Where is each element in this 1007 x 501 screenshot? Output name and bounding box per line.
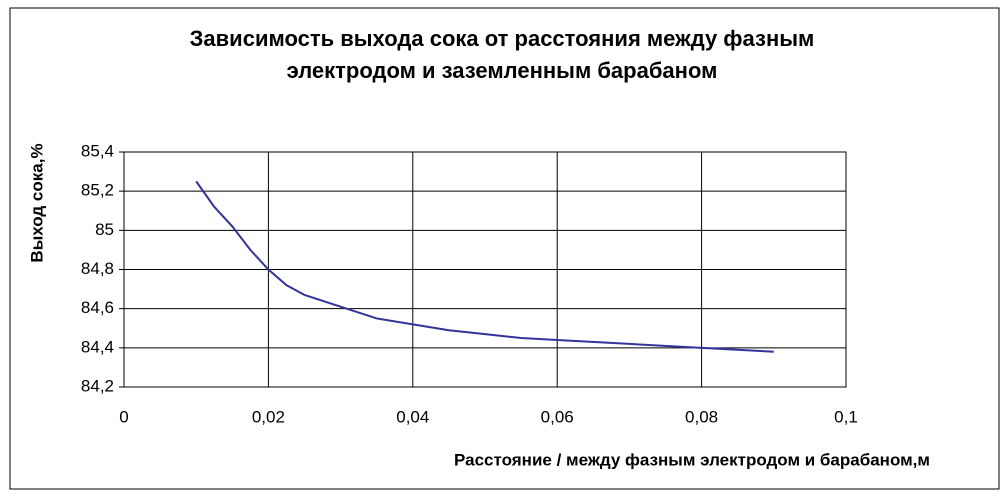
y-axis-label: Выход сока,% (27, 143, 46, 262)
y-tick-label: 85 (95, 220, 114, 239)
plot-area (123, 151, 847, 388)
x-tick-label: 0,08 (685, 407, 718, 426)
chart-border (9, 7, 1000, 490)
x-tick-label: 0 (119, 407, 128, 426)
y-tick-label: 85,2 (81, 181, 114, 200)
x-tick-label: 0,06 (541, 407, 574, 426)
x-tick-label: 0,04 (396, 407, 429, 426)
data-line (195, 180, 774, 353)
y-tick-label: 85,4 (81, 141, 114, 160)
y-tick-label: 84,2 (81, 376, 114, 395)
x-axis-label: Расстояние / между фазным электродом и б… (454, 450, 930, 469)
x-tick-label: 0,02 (252, 407, 285, 426)
y-tick-label: 84,4 (81, 337, 114, 356)
y-tick-label: 84,8 (81, 259, 114, 278)
x-tick-label: 0,1 (834, 407, 858, 426)
chart-title: Зависимость выхода сока от расстояния ме… (190, 26, 815, 51)
y-tick-label: 84,6 (81, 298, 114, 317)
chart-title: электродом и заземленным барабаном (287, 58, 718, 83)
